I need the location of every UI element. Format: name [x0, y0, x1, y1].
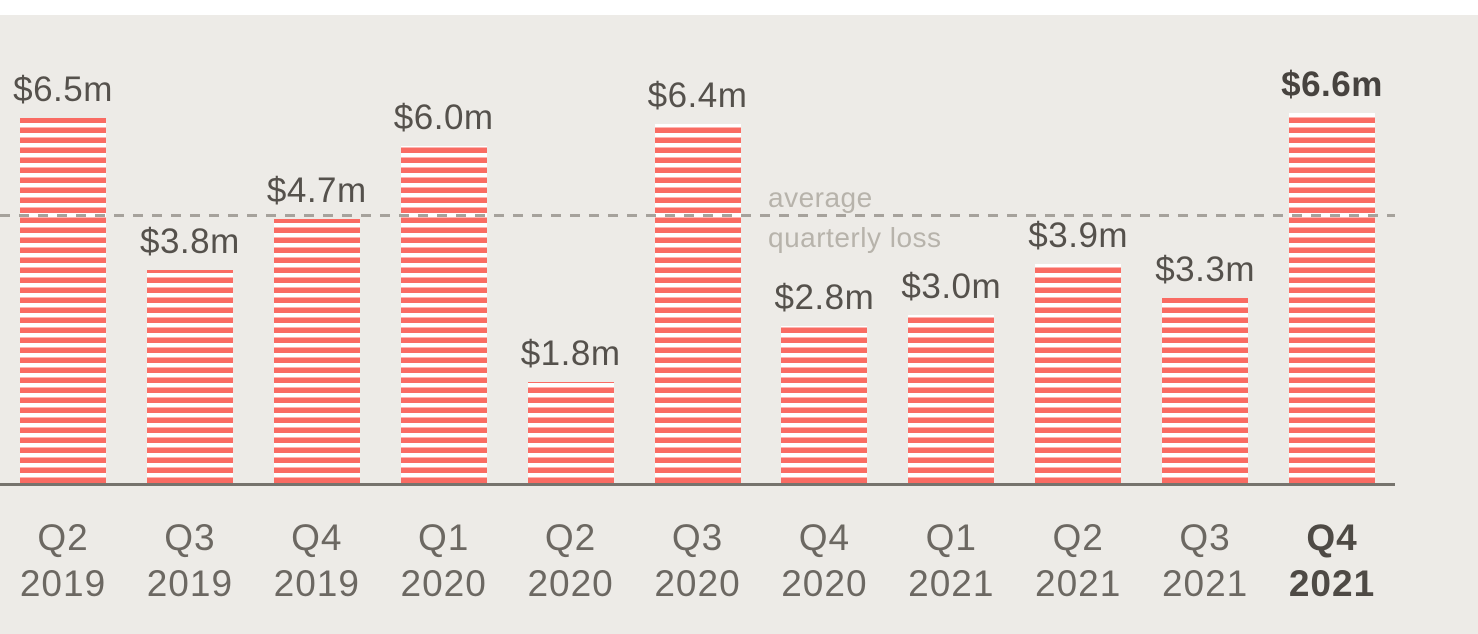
x-axis-label: Q2 2021 — [968, 515, 1188, 607]
bar-value-label: $4.7m — [266, 171, 367, 210]
x-axis-label: Q2 2020 — [461, 515, 681, 607]
x-axis-label-quarter: Q3 — [1179, 517, 1231, 558]
bar-value-label: $6.5m — [13, 70, 113, 109]
bar-value-label: $1.8m — [520, 334, 621, 373]
bar-value-label: $6.6m — [1281, 65, 1383, 104]
bar-q4-2020 — [781, 326, 868, 483]
x-axis-label-quarter: Q2 — [1052, 517, 1104, 558]
bar-q1-2020 — [400, 146, 487, 483]
x-axis-label-quarter: Q3 — [671, 517, 724, 558]
bar-value-label: $6.0m — [393, 98, 494, 137]
bar-q2-2021 — [1035, 264, 1122, 483]
average-loss-dashed-line — [0, 214, 1395, 217]
x-axis-label: Q3 2020 — [588, 515, 808, 607]
x-axis-label: Q3 2021 — [1095, 515, 1315, 607]
x-axis-label-year: 2021 — [1161, 563, 1249, 604]
x-axis-label: Q1 2021 — [841, 515, 1061, 607]
bar-value-label: $3.0m — [901, 267, 1002, 306]
bar-q2-2019 — [20, 118, 106, 483]
x-axis-label-quarter: Q4 — [291, 517, 343, 558]
x-axis-label-year: 2020 — [400, 563, 487, 604]
x-axis-label-year: 2019 — [273, 563, 360, 604]
x-axis-label: Q4 2021 — [1222, 515, 1442, 607]
x-axis-label-year: 2020 — [781, 563, 868, 604]
x-axis-label: Q4 2020 — [714, 515, 934, 607]
bar-q3-2021 — [1162, 298, 1249, 483]
x-axis-label-quarter: Q2 — [544, 517, 597, 558]
x-axis-label: Q3 2019 — [80, 515, 300, 607]
x-axis-label: Q2 2019 — [0, 515, 173, 607]
bar-q3-2020 — [654, 124, 741, 483]
x-axis-label-quarter: Q3 — [164, 517, 216, 558]
bar-value-label: $6.4m — [647, 76, 748, 115]
x-axis-label-quarter: Q4 — [1306, 517, 1358, 558]
x-axis-label-year: 2020 — [654, 563, 741, 604]
bar-value-label: $3.3m — [1155, 250, 1255, 289]
bar-q3-2019 — [146, 270, 233, 483]
x-axis-label-quarter: Q2 — [37, 517, 89, 558]
x-axis-label-year: 2019 — [146, 563, 234, 604]
x-axis-label-year: 2021 — [1288, 563, 1376, 604]
x-axis-label-year: 2020 — [527, 563, 614, 604]
x-axis-label: Q1 2020 — [334, 515, 554, 607]
average-line-annotation-line2: quarterly loss — [768, 222, 942, 253]
x-axis-label-quarter: Q4 — [798, 517, 851, 558]
bar-value-label: $2.8m — [774, 278, 875, 317]
x-axis-label-year: 2021 — [1035, 563, 1122, 604]
x-axis-label-quarter: Q1 — [925, 517, 977, 558]
top-white-strip — [0, 0, 1478, 15]
x-axis-label-year: 2019 — [19, 563, 107, 604]
bar-q4-2019 — [273, 219, 360, 483]
average-line-annotation-line1: average — [768, 182, 873, 213]
x-axis-label: Q4 2019 — [207, 515, 427, 607]
bar-q4-2021 — [1289, 113, 1375, 483]
bar-value-label: $3.9m — [1028, 216, 1129, 255]
bar-value-label: $3.8m — [140, 222, 240, 261]
x-axis-baseline — [0, 483, 1395, 486]
bar-q2-2020 — [527, 382, 614, 483]
x-axis-label-quarter: Q1 — [418, 517, 470, 558]
x-axis-label-year: 2021 — [908, 563, 995, 604]
bar-q1-2021 — [908, 315, 995, 483]
